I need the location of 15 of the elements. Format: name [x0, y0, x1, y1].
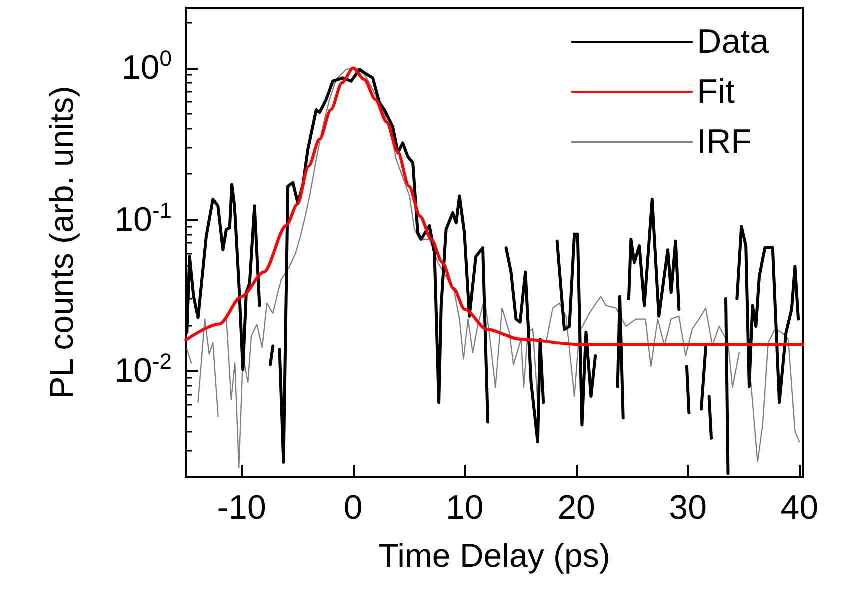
line-series — [184, 66, 804, 346]
x-tick-label: 10 — [446, 489, 484, 527]
legend-label: IRF — [697, 123, 752, 161]
y-axis-title: PL counts (arb. units) — [43, 86, 80, 399]
x-tick-label: 30 — [669, 489, 707, 527]
x-tick-label: -10 — [217, 489, 266, 527]
x-tick-label: 0 — [344, 489, 363, 527]
x-tick-label: 20 — [558, 489, 596, 527]
y-tick-label: 10$^{-2}$ — [114, 348, 172, 390]
x-axis-title: Time Delay (ps) — [378, 537, 610, 574]
legend-label: Data — [697, 23, 770, 61]
x-tick-label: 40 — [780, 489, 819, 527]
y-tick-label: 10$^{0}$ — [122, 46, 172, 88]
y-tick-label: 10$^{-1}$ — [114, 198, 172, 239]
legend-label: Fit — [697, 73, 736, 111]
